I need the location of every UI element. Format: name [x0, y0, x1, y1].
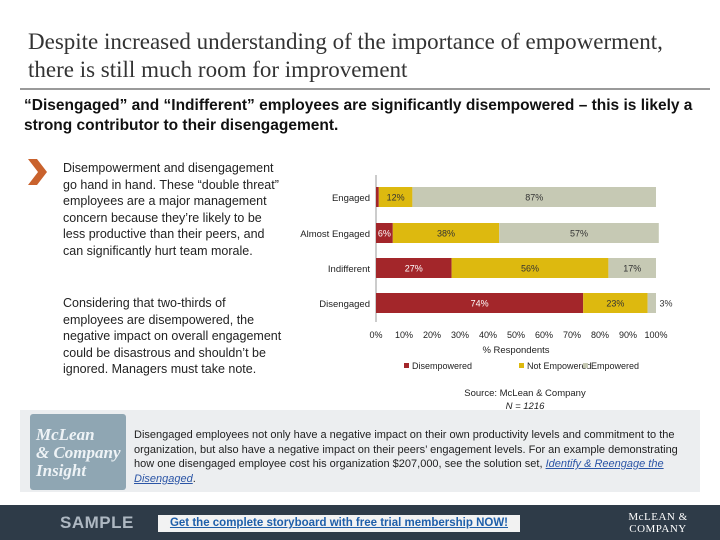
legend-swatch: [404, 363, 409, 368]
category-label: Engaged: [332, 193, 370, 204]
bar-segment: [378, 187, 413, 207]
chevron-right-icon: [28, 159, 47, 185]
chart-source: Source: McLean & Company N = 1216: [445, 387, 605, 413]
bar-segment: [376, 223, 393, 243]
data-label: 12%: [387, 193, 405, 203]
data-label: 27%: [405, 264, 423, 274]
sample-label: SAMPLE: [60, 513, 134, 532]
source-line: Source: McLean & Company: [464, 388, 586, 399]
sample-size: N = 1216: [505, 401, 545, 412]
insight-logo-line-1: McLean: [36, 425, 95, 444]
data-label: 87%: [525, 193, 543, 203]
category-label: Indifferent: [328, 264, 370, 275]
body-paragraph-2: Considering that two-thirds of employees…: [63, 296, 282, 376]
x-tick-label: 40%: [479, 330, 497, 340]
legend-swatch: [583, 363, 588, 368]
solution-set-link[interactable]: Identify & Reengage the Disengaged: [134, 458, 664, 485]
data-label: 3%: [659, 299, 672, 309]
insight-panel: [20, 410, 700, 492]
page-title: Despite increased understanding of the i…: [28, 29, 663, 82]
body-paragraph-1: Disempowerment and disengagement go hand…: [63, 161, 279, 258]
brand-logo: McLEAN & COMPANY: [622, 511, 694, 535]
brand-line-1: McLEAN &: [628, 511, 688, 523]
title-divider: [20, 88, 710, 90]
bar-segment: [412, 187, 656, 207]
empowerment-stacked-bar-chart: Engaged 12% 87% Almost Engaged 6% 38% 57% Indif…: [300, 175, 673, 371]
data-label: 17%: [623, 264, 641, 274]
insight-end: .: [192, 472, 196, 485]
x-tick-label: 0%: [369, 330, 382, 340]
x-tick-label: 50%: [507, 330, 525, 340]
bar-segment: [583, 293, 648, 313]
data-label: 6%: [378, 229, 391, 239]
insight-logo-line-2: & Company: [36, 443, 121, 462]
x-tick-label: 60%: [535, 330, 553, 340]
bar-segment: [376, 258, 452, 278]
x-tick-label: 90%: [619, 330, 637, 340]
x-tick-label: 20%: [423, 330, 441, 340]
insight-body: Disengaged employees not only have a neg…: [134, 429, 678, 470]
bar-segment: [499, 223, 659, 243]
free-trial-link[interactable]: Get the complete storyboard with free tr…: [158, 515, 520, 532]
data-label: 23%: [606, 299, 624, 309]
data-label: 74%: [471, 299, 489, 309]
x-axis-label: % Respondents: [482, 345, 549, 356]
x-tick-label: 70%: [563, 330, 581, 340]
bar-segment: [392, 223, 500, 243]
legend-label: Empowered: [591, 361, 639, 371]
insight-logo: McLean & Company Insight: [30, 414, 126, 490]
bar-segment: [376, 187, 379, 207]
bar-segment: [451, 258, 609, 278]
insight-logo-line-3: Insight: [36, 461, 87, 480]
brand-line-2: COMPANY: [629, 523, 687, 535]
category-label: Disengaged: [319, 299, 370, 310]
data-label: 56%: [521, 264, 539, 274]
legend-swatch: [519, 363, 524, 368]
x-tick-label: 30%: [451, 330, 469, 340]
bar-segment: [647, 293, 656, 313]
legend-label: Not Empowered: [527, 361, 592, 371]
bar-segment: [376, 293, 584, 313]
page-subtitle: “Disengaged” and “Indifferent” employees…: [24, 97, 693, 134]
bar-segment: [608, 258, 656, 278]
data-label: 38%: [437, 229, 455, 239]
insight-text: Disengaged employees not only have a neg…: [134, 428, 694, 486]
x-tick-label: 10%: [395, 330, 413, 340]
category-label: Almost Engaged: [300, 229, 370, 240]
legend-label: Disempowered: [412, 361, 472, 371]
x-tick-label: 100%: [644, 330, 667, 340]
data-label: 57%: [570, 229, 588, 239]
x-tick-label: 80%: [591, 330, 609, 340]
